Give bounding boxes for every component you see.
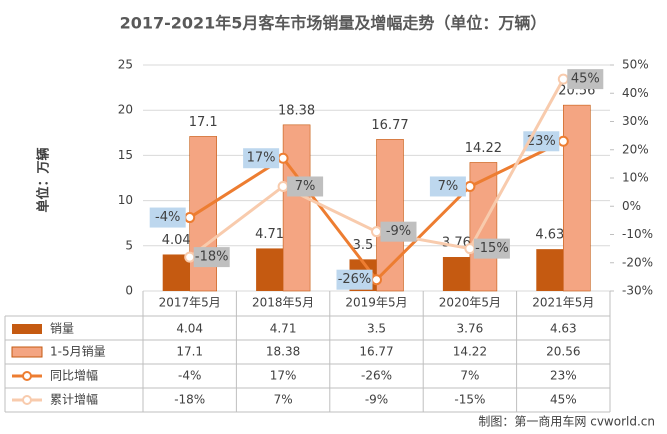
marker [277,152,289,164]
y-tick-label: 20 [118,103,133,117]
bar [162,254,190,291]
table-cell: 7% [274,393,293,407]
marker [371,274,382,286]
legend-marker [22,395,32,405]
y-tick-label: 0 [125,284,133,298]
table-cell: 4.04 [176,322,203,336]
data-label: 7% [295,179,316,194]
x-tick-label: 2021年5月 [532,296,594,310]
y2-tick-label: 50% [622,58,649,72]
legend-label: 累计增幅 [50,392,98,407]
label-box [380,221,417,242]
label-box [149,207,186,228]
data-label: 4.63 [535,228,564,243]
table-cell: 17.1 [176,345,203,359]
data-label: -4% [155,210,180,225]
table-cell: 7% [460,369,479,383]
x-tick-label: 2017年5月 [159,296,221,310]
y-tick-label: 10 [118,193,133,207]
y2-tick-label: 10% [622,171,649,185]
marker [557,73,569,85]
label-box [193,247,230,268]
label-box [287,176,324,197]
data-label: 14.22 [465,141,502,156]
marker [464,180,476,192]
label-box [567,69,604,90]
legend-label: 同比增幅 [50,368,98,383]
data-label: 4.04 [162,233,191,248]
chart-title: 2017-2021年5月客车市场销量及增幅走势（单位：万辆） [120,14,547,33]
marker [557,135,569,147]
data-label: 45% [571,72,600,87]
table-cell: 20.56 [546,345,580,359]
legend-label: 1-5月销量 [50,345,106,359]
table-cell: 3.5 [367,322,386,336]
x-tick-label: 2018年5月 [252,296,314,310]
table-cell: -4% [178,369,201,383]
bar [562,104,591,292]
data-label: 23% [527,134,556,149]
y2-tick-label: 20% [622,142,649,156]
table-cell: 45% [550,393,577,407]
bar [256,248,284,291]
y2-tick-label: 40% [622,86,649,100]
table-cell: -18% [174,393,205,407]
data-label: -26% [338,272,372,287]
label-box [473,238,510,259]
marker [371,226,382,238]
y-axis-label: 单位：万辆 [36,147,52,212]
table-cell: 14.22 [453,345,487,359]
y2-tick-label: 0% [622,199,641,213]
marker [464,243,476,255]
label-box [429,176,466,197]
legend-label: 销量 [50,322,74,336]
data-label: -9% [386,224,411,239]
source: 制图：第一商用车网 cvworld.cn [478,414,655,429]
y2-tick-label: -30% [622,284,653,298]
table-cell: -9% [365,393,388,407]
data-label: 4.71 [255,227,284,242]
y-tick-label: 15 [118,148,133,162]
label-box [243,148,280,169]
legend-swatch [12,324,42,334]
data-label: -15% [475,241,509,256]
marker [184,212,196,224]
x-tick-label: 2020年5月 [439,296,501,310]
y2-tick-label: -10% [622,227,653,241]
table-cell: 23% [550,369,577,383]
table-cell: -15% [454,393,485,407]
table-cell: 18.38 [266,345,300,359]
bar [442,257,470,291]
y-tick-label: 25 [118,58,133,72]
table-cell: 4.63 [550,322,577,336]
table-cell: 4.71 [270,322,297,336]
bar [536,249,564,291]
table-cell: 3.76 [457,322,484,336]
table-cell: 16.77 [359,345,393,359]
legend-swatch [11,346,43,358]
data-label: 16.77 [371,118,408,133]
data-label: 7% [438,179,459,194]
data-label: 17.1 [189,115,218,130]
x-tick-label: 2019年5月 [345,296,407,310]
label-box [336,269,373,290]
data-label: 18.38 [278,103,315,118]
data-label: 3.5 [353,238,374,253]
data-label: 17% [247,151,276,166]
table-cell: 17% [270,369,297,383]
marker [184,251,196,263]
legend-marker [22,371,32,381]
y-tick-label: 5 [125,238,133,252]
bar [282,124,311,292]
data-label: -18% [195,250,229,265]
table-cell: -26% [361,369,392,383]
marker [277,180,289,192]
y2-tick-label: 30% [622,114,649,128]
y2-tick-label: -20% [622,255,653,269]
